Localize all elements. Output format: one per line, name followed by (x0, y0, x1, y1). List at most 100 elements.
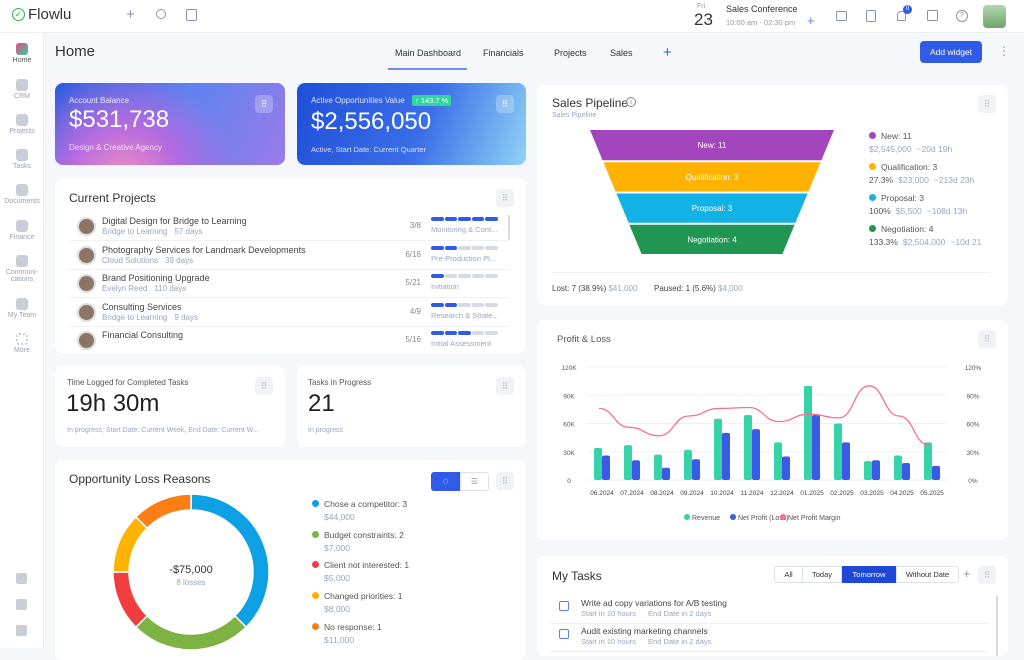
project-name[interactable]: Photography Services for Landmark Develo… (102, 244, 306, 255)
project-row[interactable]: Photography Services for Landmark Develo… (69, 242, 509, 270)
revenue-bar[interactable] (834, 423, 842, 481)
add-widget-button[interactable]: Add widget (920, 41, 982, 63)
revenue-bar[interactable] (624, 445, 632, 480)
user-avatar[interactable] (983, 5, 1006, 28)
revenue-bar[interactable] (684, 449, 692, 480)
drag-handle-icon[interactable]: ⠿ (255, 95, 273, 113)
revenue-bar[interactable] (804, 385, 812, 480)
net-profit-bar[interactable] (632, 460, 640, 480)
settings-icon[interactable] (16, 599, 27, 610)
net-profit-bar[interactable] (782, 456, 790, 480)
project-row[interactable]: Consulting Services Bridge to Learning 9 d… (69, 299, 509, 327)
add-icon[interactable]: + (126, 6, 135, 23)
legend-label[interactable]: Revenue (692, 515, 720, 522)
legend-label[interactable]: Net Profit Margin (788, 515, 841, 522)
funnel-stage[interactable] (603, 162, 821, 192)
tab-main-dashboard[interactable]: Main Dashboard (395, 48, 462, 58)
add-task-icon[interactable]: + (963, 566, 971, 581)
revenue-bar[interactable] (894, 455, 902, 480)
support-icon[interactable] (16, 625, 27, 636)
drag-handle-icon[interactable]: ⠿ (496, 472, 514, 490)
sidebar-item-home[interactable]: Home (0, 43, 44, 64)
scrollbar[interactable] (996, 596, 998, 656)
net-profit-bar[interactable] (752, 429, 760, 480)
project-name[interactable]: Financial Consulting (102, 330, 184, 340)
legend-label[interactable]: Net Profit (Loss) (738, 515, 789, 522)
project-name[interactable]: Digital Design for Bridge to Learning (102, 216, 247, 226)
filter-today[interactable]: Today (802, 566, 842, 583)
net-profit-bar[interactable] (872, 460, 880, 480)
sidebar-item-my-team[interactable]: My Team (0, 298, 44, 319)
revenue-bar[interactable] (654, 454, 662, 480)
notes-icon[interactable] (866, 10, 876, 22)
sidebar-item-tasks[interactable]: Tasks (0, 149, 44, 170)
add-tab-icon[interactable]: + (663, 44, 672, 61)
drag-handle-icon[interactable]: ⠿ (496, 377, 514, 395)
funnel-stage[interactable] (616, 193, 808, 223)
task-checkbox[interactable] (559, 629, 569, 639)
chat-icon[interactable] (927, 10, 938, 21)
project-row[interactable]: Brand Positioning Upgrade Evelyn Reed 110 … (69, 270, 509, 298)
list-view-toggle[interactable]: ☰ (460, 472, 489, 491)
sidebar-item-documents[interactable]: Documents (0, 184, 44, 205)
bell-icon[interactable] (897, 11, 906, 21)
net-profit-bar[interactable] (902, 463, 910, 480)
tab-sales[interactable]: Sales (610, 48, 633, 58)
drag-handle-icon[interactable]: ⠿ (978, 330, 996, 348)
drag-handle-icon[interactable]: ⠿ (255, 377, 273, 395)
revenue-bar[interactable] (714, 418, 722, 480)
task-checkbox[interactable] (559, 601, 569, 611)
donut-slice[interactable] (134, 614, 248, 651)
task-name[interactable]: Write ad copy variations for A/B testing (581, 598, 727, 608)
revenue-bar[interactable] (594, 447, 602, 480)
tab-financials[interactable]: Financials (483, 48, 524, 58)
revenue-bar[interactable] (864, 461, 872, 480)
sidebar-item-finance[interactable]: Finance (0, 220, 44, 241)
sidebar-item-more[interactable]: More (0, 333, 44, 354)
widget-icon[interactable] (16, 573, 27, 584)
sidebar-item-crm[interactable]: CRM (0, 79, 44, 100)
donut-view-toggle[interactable]: ◌ (431, 472, 460, 491)
donut-slice[interactable] (134, 493, 192, 530)
project-name[interactable]: Consulting Services (102, 301, 182, 312)
add-event-icon[interactable]: + (807, 13, 815, 28)
more-options-icon[interactable]: ⋮ (998, 44, 1010, 58)
net-profit-bar[interactable] (692, 459, 700, 480)
net-profit-bar[interactable] (722, 432, 730, 480)
app-logo[interactable]: Flowlu (28, 6, 72, 23)
project-name[interactable]: Brand Positioning Upgrade (102, 273, 210, 283)
revenue-bar[interactable] (744, 415, 752, 480)
search-icon[interactable] (156, 9, 166, 19)
net-profit-bar[interactable] (602, 455, 610, 480)
funnel-stage[interactable] (590, 130, 834, 161)
sidebar-item-projects[interactable]: Projects (0, 114, 44, 135)
help-icon[interactable]: ? (956, 10, 968, 22)
drag-handle-icon[interactable]: ⠿ (496, 95, 514, 113)
funnel-stage[interactable] (629, 224, 795, 254)
sidebar-item-communications[interactable]: Communi-cations (0, 255, 44, 283)
drag-handle-icon[interactable]: ⠿ (978, 566, 996, 584)
filter-tomorrow[interactable]: Tomorrow (842, 566, 896, 583)
project-row[interactable]: Digital Design for Bridge to Learning Bri… (69, 213, 509, 241)
filter-without-date[interactable]: Without Date (896, 566, 959, 583)
scrollbar[interactable] (508, 215, 510, 240)
net-profit-bar[interactable] (932, 465, 940, 480)
filter-all[interactable]: All (774, 566, 803, 583)
event-title[interactable]: Sales Conference (726, 4, 798, 14)
tab-projects[interactable]: Projects (554, 48, 587, 58)
revenue-bar[interactable] (774, 442, 782, 480)
net-profit-bar[interactable] (842, 442, 850, 480)
donut-slice[interactable] (112, 571, 149, 629)
net-profit-bar[interactable] (662, 467, 670, 480)
ai-assistant-icon[interactable] (186, 9, 197, 21)
drag-handle-icon[interactable]: ⠿ (978, 95, 996, 113)
drag-handle-icon[interactable]: ⠿ (496, 189, 514, 207)
donut-slice[interactable] (190, 493, 270, 629)
donut-slice[interactable] (112, 515, 149, 573)
net-profit-bar[interactable] (812, 415, 820, 480)
task-name[interactable]: Audit existing marketing channels (581, 626, 708, 636)
project-row[interactable]: Financial Consulting 5/16 Initial Assessme… (69, 327, 509, 353)
task-row[interactable]: Write ad copy variations for A/B testing… (549, 596, 989, 624)
revenue-bar[interactable] (924, 442, 932, 480)
info-icon[interactable]: i (626, 97, 636, 107)
